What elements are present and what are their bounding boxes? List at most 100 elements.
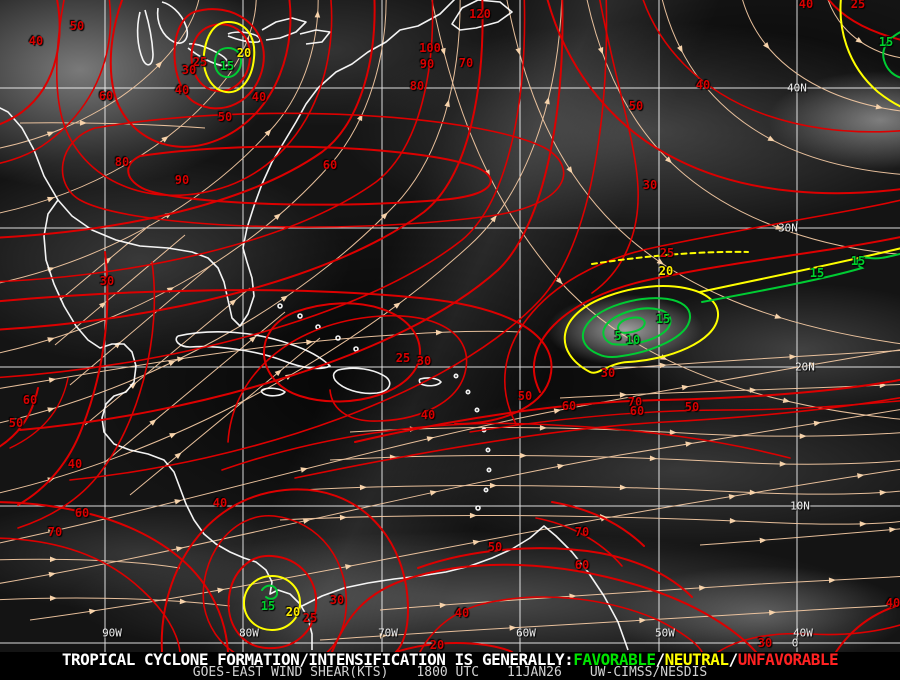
flow-arrow-icon [813, 420, 822, 427]
legend-unfavorable: UNFAVORABLE [737, 650, 839, 669]
flow-arrow-icon [649, 455, 657, 462]
flow-arrow-icon [490, 215, 497, 223]
latlon-grid [0, 0, 900, 652]
flow-arrow-icon [393, 302, 401, 309]
flow-arrow-icon [46, 131, 55, 137]
flow-arrow-icon [789, 354, 797, 360]
flow-arrow-icon [515, 47, 521, 56]
flow-arrow-icon [229, 299, 237, 306]
flow-arrow-icon [48, 377, 57, 383]
flow-arrow-icon [356, 113, 363, 122]
flow-arrow-icon [49, 556, 57, 563]
flow-arrow-icon [664, 156, 672, 164]
flow-arrow-icon [169, 432, 177, 439]
product-source: UW-CIMSS/NESDIS [589, 665, 708, 680]
flow-arrow-icon [426, 436, 435, 442]
flow-arrow-icon [669, 429, 677, 436]
flow-arrow-icon [749, 489, 757, 496]
flow-arrow-icon [782, 397, 791, 403]
flow-arrow-icon [555, 277, 563, 285]
flow-arrow-icon [544, 96, 550, 105]
flow-arrow-icon [809, 362, 818, 368]
flow-arrow-icon [104, 257, 112, 264]
flow-arrow-icon [539, 425, 547, 431]
flow-arrow-icon [273, 213, 281, 221]
flow-arrow-icon [857, 473, 865, 479]
flow-arrow-icon [619, 484, 627, 491]
product-name: GOES-EAST WIND SHEAR(KTS) [192, 665, 389, 680]
flow-arrow-icon [639, 617, 647, 624]
flow-arrow-icon [519, 452, 527, 459]
flow-arrow-icon [681, 384, 690, 391]
flow-arrow-icon [597, 46, 604, 55]
flow-arrow-icon [677, 45, 683, 53]
flow-arrow-icon [161, 136, 169, 143]
legend-text: TROPICAL CYCLONE FORMATION/INTENSIFICATI… [61, 650, 574, 669]
flow-arrow-icon [47, 337, 55, 343]
flow-arrow-icon [345, 564, 353, 570]
flow-arrow-icon [435, 329, 443, 336]
flow-arrow-icon [763, 42, 770, 50]
flow-arrow-icon [774, 313, 782, 319]
flow-arrow-icon [339, 514, 347, 521]
flow-arrow-icon [98, 301, 107, 309]
flow-arrow-icon [149, 419, 157, 426]
caption-bar: TROPICAL CYCLONE FORMATION/INTENSIFICATI… [0, 652, 900, 680]
flow-arrow-icon [249, 335, 257, 343]
flow-arrow-icon [217, 587, 225, 594]
legend-neutral: NEUTRAL [664, 650, 729, 669]
flow-arrow-icon [779, 461, 787, 467]
flow-arrow-icon [179, 598, 187, 605]
flow-arrow-icon [728, 494, 737, 500]
flow-arrow-icon [302, 518, 311, 524]
legend-sep2: / [728, 650, 739, 669]
flow-arrow-icon [174, 452, 182, 459]
legend-line: TROPICAL CYCLONE FORMATION/INTENSIFICATI… [0, 650, 900, 669]
flow-arrow-icon [129, 382, 137, 389]
contours-yellow-layer [202, 0, 900, 632]
satellite-map: 50 40 25 30 20 15 40 60 40 50 80 90 120 100 90 70 80 60 40… [0, 0, 900, 652]
flow-arrow-icon [767, 135, 775, 142]
flow-arrow-icon [775, 224, 783, 230]
flow-arrow-icon [168, 360, 176, 367]
flow-arrow-icon [509, 625, 517, 631]
flow-arrow-icon [264, 129, 272, 137]
flow-arrow-icon [175, 546, 184, 552]
flow-arrow-icon [380, 212, 388, 220]
flow-arrow-icon [889, 526, 897, 533]
flow-arrow-icon [855, 36, 863, 44]
flow-arrow-icon [799, 433, 807, 439]
flow-arrow-icon [306, 339, 314, 346]
flow-arrow-icon [274, 369, 282, 377]
flow-arrow-icon [879, 489, 887, 496]
flow-arrow-icon [379, 633, 387, 639]
flow-arrow-icon [557, 463, 565, 470]
flow-arrow-icon [48, 571, 56, 578]
contours-red-layer [0, 0, 900, 652]
flow-arrow-icon [553, 408, 562, 414]
contours-green-layer [213, 31, 900, 600]
flow-arrow-icon [166, 287, 175, 293]
flow-arrow-icon [155, 61, 163, 69]
flow-arrow-icon [859, 521, 867, 527]
legend-favorable: FAVORABLE [573, 650, 656, 669]
flow-arrow-icon [828, 577, 836, 584]
flow-arrow-icon [440, 47, 446, 56]
product-info-line: GOES-EAST WIND SHEAR(KTS) 1800 UTC 11JAN26… [0, 665, 900, 680]
flow-arrow-icon [174, 499, 182, 505]
flow-arrow-icon [489, 482, 497, 489]
flow-arrow-icon [566, 166, 573, 174]
flow-arrow-icon [875, 103, 883, 110]
flow-arrow-icon [79, 120, 87, 126]
flow-arrow-icon [314, 10, 321, 18]
flow-arrow-icon [47, 196, 55, 203]
flow-arrow-icon [47, 407, 55, 413]
flow-arrow-icon [439, 602, 447, 609]
flow-arrow-icon [472, 539, 481, 546]
flow-arrow-icon [619, 392, 627, 398]
flow-arrow-icon [768, 609, 777, 616]
flow-arrow-icon [177, 356, 185, 363]
flow-arrow-icon [699, 585, 707, 591]
flow-arrow-icon [359, 484, 367, 491]
streamline-arrows [46, 10, 897, 639]
